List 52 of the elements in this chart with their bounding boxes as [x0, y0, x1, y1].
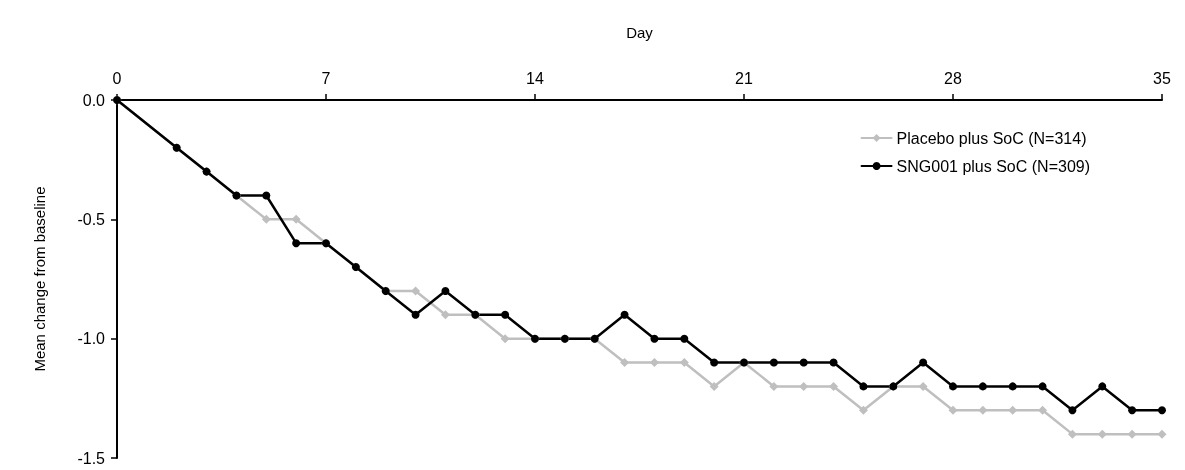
point: [859, 382, 868, 391]
point: [978, 382, 987, 391]
legend-label: Placebo plus SoC (N=314): [896, 129, 1087, 147]
y-axis-title: Mean change from baseline: [31, 186, 48, 372]
point: [1068, 406, 1077, 415]
point: [441, 286, 450, 295]
point: [440, 310, 450, 320]
point: [1038, 382, 1047, 391]
point: [769, 381, 779, 391]
point: [411, 286, 421, 296]
point: [1128, 406, 1137, 415]
point: [918, 381, 928, 391]
point: [292, 239, 301, 248]
point: [1157, 429, 1167, 439]
x-tick-label: 28: [944, 69, 962, 87]
point: [949, 382, 957, 391]
x-tick-label: 21: [735, 69, 753, 87]
point: [500, 334, 510, 344]
x-tick-label: 7: [321, 69, 331, 87]
point: [1038, 405, 1048, 415]
y-tick-label: -1.0: [77, 330, 106, 348]
legend-label: SNG001 plus SoC (N=309): [896, 157, 1091, 175]
point: [620, 310, 629, 319]
point: [291, 214, 301, 224]
point: [978, 405, 988, 415]
x-tick-label: 14: [526, 69, 544, 87]
point: [1008, 382, 1017, 391]
point: [1127, 429, 1137, 439]
point: [1098, 382, 1107, 391]
x-axis-title: Day: [626, 24, 654, 41]
point: [919, 358, 928, 367]
y-tick-label: -1.5: [77, 449, 106, 467]
point: [1067, 429, 1077, 439]
point: [650, 334, 659, 343]
point: [709, 381, 719, 391]
point: [501, 310, 510, 319]
point: [829, 358, 838, 367]
point: [799, 358, 808, 367]
point: [858, 405, 868, 415]
point: [710, 358, 719, 367]
point: [680, 334, 689, 343]
point: [769, 358, 778, 367]
point: [829, 381, 839, 391]
y-tick-label: -0.5: [77, 210, 106, 228]
point: [261, 214, 271, 224]
x-tick-label: 35: [1153, 69, 1171, 87]
x-tick-label: 0: [112, 69, 122, 87]
point: [411, 310, 420, 319]
point: [262, 191, 271, 200]
point: [948, 405, 958, 415]
point: [1158, 406, 1166, 415]
y-tick-label: 0.0: [82, 91, 106, 109]
